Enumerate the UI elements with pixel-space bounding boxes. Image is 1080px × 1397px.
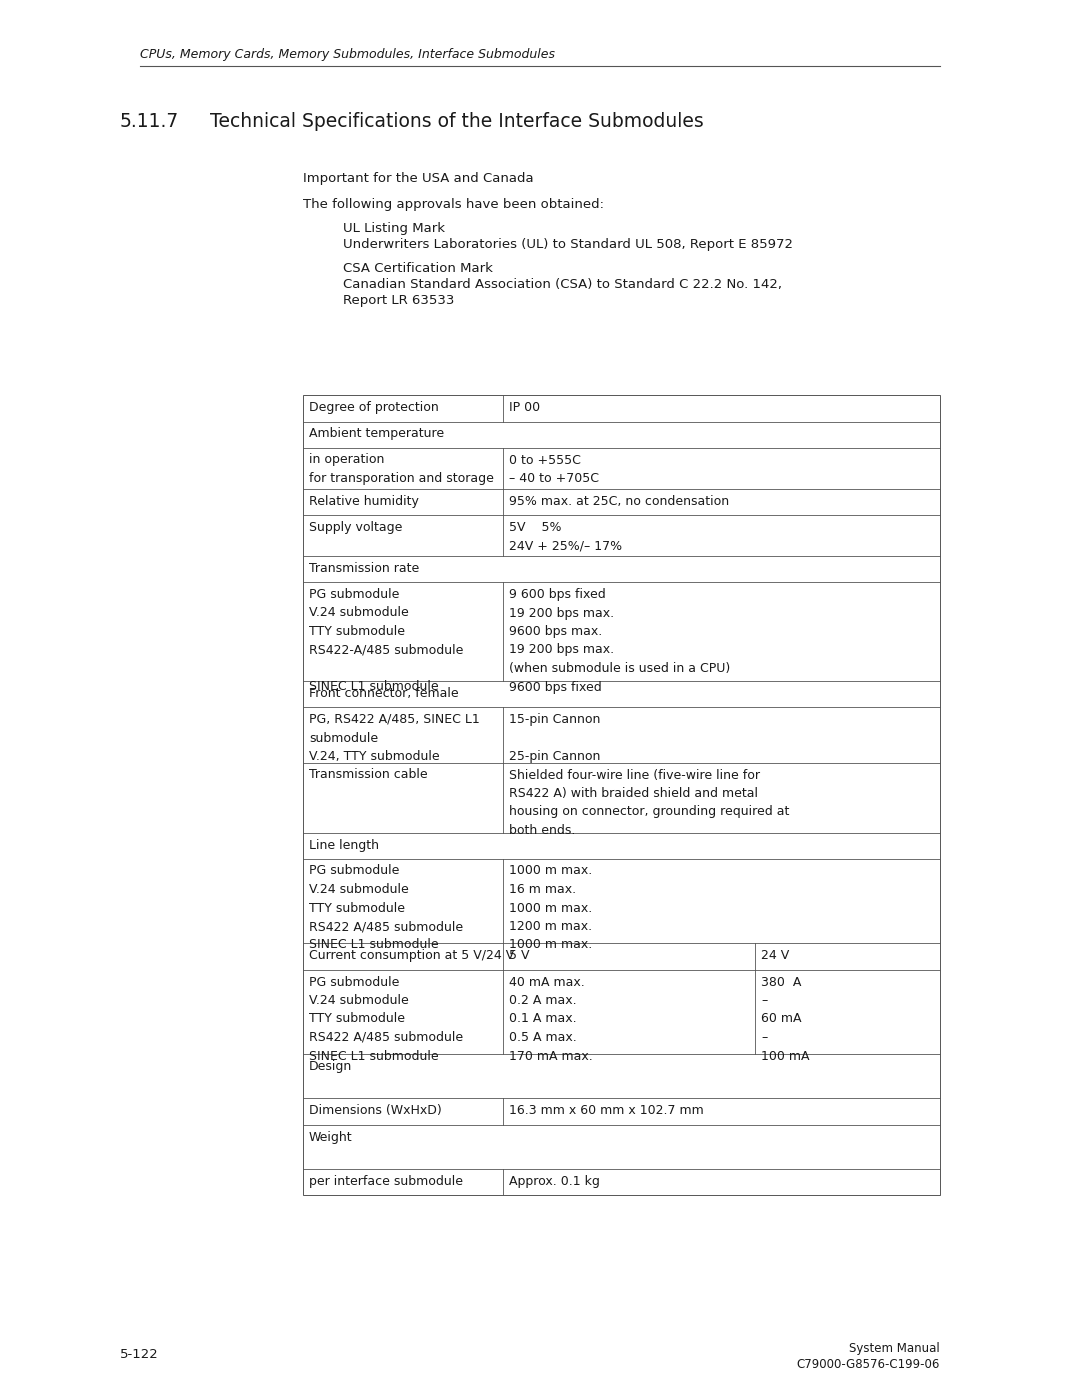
Text: 0 to +555C
– 40 to +705C: 0 to +555C – 40 to +705C <box>509 454 599 485</box>
Text: 95% max. at 25C, no condensation: 95% max. at 25C, no condensation <box>509 495 729 507</box>
Text: in operation
for transporation and storage: in operation for transporation and stora… <box>309 454 494 485</box>
Text: 16.3 mm x 60 mm x 102.7 mm: 16.3 mm x 60 mm x 102.7 mm <box>509 1104 704 1118</box>
Bar <box>303 395 940 1194</box>
Text: Approx. 0.1 kg: Approx. 0.1 kg <box>509 1175 599 1187</box>
Text: Technical Specifications of the Interface Submodules: Technical Specifications of the Interfac… <box>210 112 704 131</box>
Text: Transmission cable: Transmission cable <box>309 768 428 781</box>
Text: Line length: Line length <box>309 838 379 852</box>
Text: Design: Design <box>309 1060 352 1073</box>
Text: 40 mA max.
0.2 A max.
0.1 A max.
0.5 A max.
170 mA max.: 40 mA max. 0.2 A max. 0.1 A max. 0.5 A m… <box>509 975 593 1063</box>
Text: 5-122: 5-122 <box>120 1348 159 1361</box>
Text: 380  A
–
60 mA
–
100 mA: 380 A – 60 mA – 100 mA <box>761 975 810 1063</box>
Text: The following approvals have been obtained:: The following approvals have been obtain… <box>303 198 604 211</box>
Text: 5 V: 5 V <box>509 949 529 963</box>
Text: Front connector, female: Front connector, female <box>309 687 459 700</box>
Text: Degree of protection: Degree of protection <box>309 401 438 414</box>
Text: System Manual: System Manual <box>849 1343 940 1355</box>
Text: IP 00: IP 00 <box>509 401 540 414</box>
Text: Weight: Weight <box>309 1130 353 1144</box>
Text: Report LR 63533: Report LR 63533 <box>343 293 455 307</box>
Text: PG, RS422 A/485, SINEC L1
submodule
V.24, TTY submodule: PG, RS422 A/485, SINEC L1 submodule V.24… <box>309 712 480 763</box>
Text: 5V    5%
24V + 25%/– 17%: 5V 5% 24V + 25%/– 17% <box>509 521 622 552</box>
Text: CSA Certification Mark: CSA Certification Mark <box>343 263 492 275</box>
Text: CPUs, Memory Cards, Memory Submodules, Interface Submodules: CPUs, Memory Cards, Memory Submodules, I… <box>140 47 555 61</box>
Text: Underwriters Laboratories (UL) to Standard UL 508, Report E 85972: Underwriters Laboratories (UL) to Standa… <box>343 237 793 251</box>
Text: Dimensions (WxHxD): Dimensions (WxHxD) <box>309 1104 442 1118</box>
Text: 15-pin Cannon

25-pin Cannon: 15-pin Cannon 25-pin Cannon <box>509 712 600 763</box>
Text: PG submodule
V.24 submodule
TTY submodule
RS422-A/485 submodule

SINEC L1 submod: PG submodule V.24 submodule TTY submodul… <box>309 588 463 693</box>
Text: UL Listing Mark: UL Listing Mark <box>343 222 445 235</box>
Text: PG submodule
V.24 submodule
TTY submodule
RS422 A/485 submodule
SINEC L1 submodu: PG submodule V.24 submodule TTY submodul… <box>309 865 463 951</box>
Text: per interface submodule: per interface submodule <box>309 1175 463 1187</box>
Text: 1000 m max.
16 m max.
1000 m max.
1200 m max.
1000 m max.: 1000 m max. 16 m max. 1000 m max. 1200 m… <box>509 865 592 951</box>
Text: PG submodule
V.24 submodule
TTY submodule
RS422 A/485 submodule
SINEC L1 submodu: PG submodule V.24 submodule TTY submodul… <box>309 975 463 1063</box>
Text: Current consumption at 5 V/24 V: Current consumption at 5 V/24 V <box>309 949 514 963</box>
Text: Relative humidity: Relative humidity <box>309 495 419 507</box>
Text: Important for the USA and Canada: Important for the USA and Canada <box>303 172 534 184</box>
Text: Canadian Standard Association (CSA) to Standard C 22.2 No. 142,: Canadian Standard Association (CSA) to S… <box>343 278 782 291</box>
Text: 24 V: 24 V <box>761 949 789 963</box>
Text: Ambient temperature: Ambient temperature <box>309 427 444 440</box>
Text: Shielded four-wire line (five-wire line for
RS422 A) with braided shield and met: Shielded four-wire line (five-wire line … <box>509 768 789 837</box>
Text: Transmission rate: Transmission rate <box>309 562 419 576</box>
Text: C79000-G8576-C199-06: C79000-G8576-C199-06 <box>797 1358 940 1370</box>
Text: 9 600 bps fixed
19 200 bps max.
9600 bps max.
19 200 bps max.
(when submodule is: 9 600 bps fixed 19 200 bps max. 9600 bps… <box>509 588 730 693</box>
Text: 5.11.7: 5.11.7 <box>120 112 179 131</box>
Text: Supply voltage: Supply voltage <box>309 521 403 534</box>
